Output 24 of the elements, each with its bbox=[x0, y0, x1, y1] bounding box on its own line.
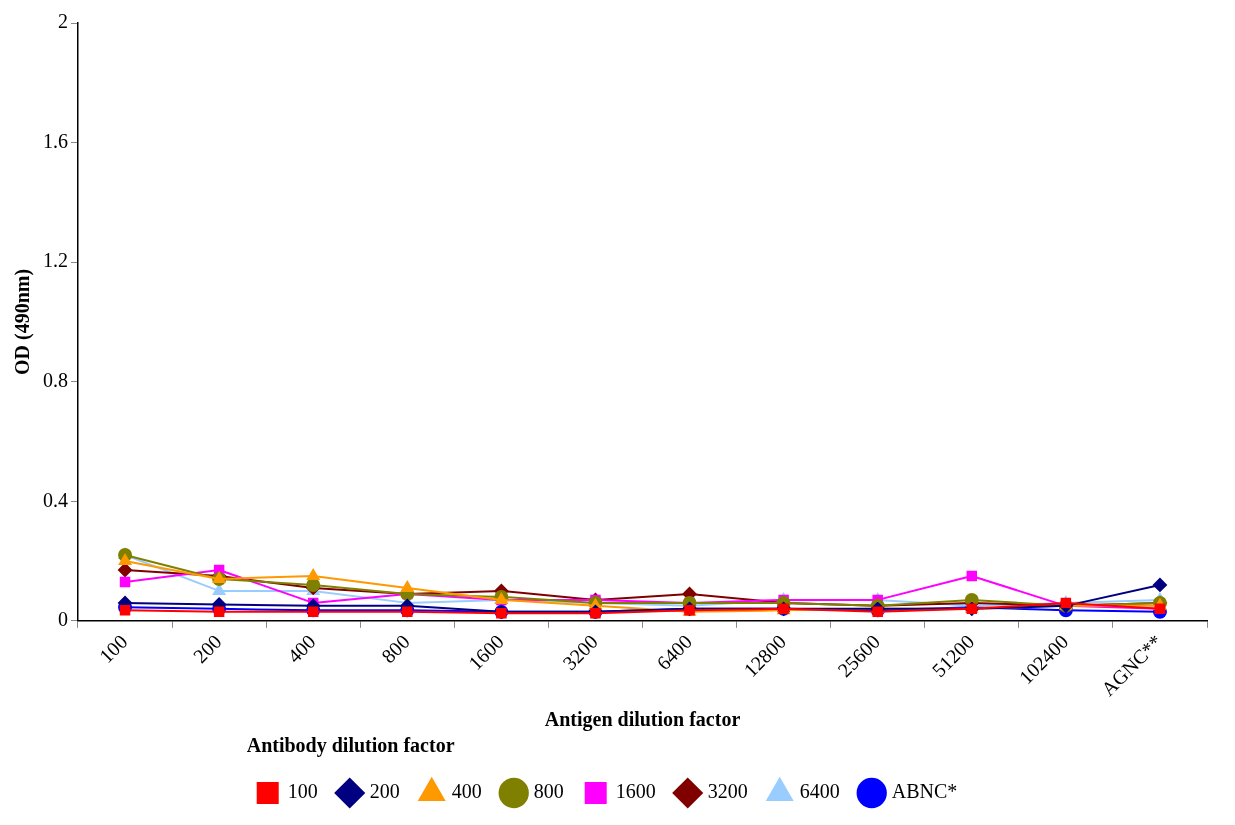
legend-label: 1600 bbox=[615, 780, 656, 803]
x-tick-label: 400 bbox=[282, 630, 320, 668]
legend-label: 400 bbox=[451, 780, 482, 803]
y-tick-label: 1.2 bbox=[43, 249, 68, 272]
legend-label: 3200 bbox=[707, 780, 748, 803]
x-tick-label: 800 bbox=[377, 630, 414, 668]
x-tick-label: 1600 bbox=[464, 630, 508, 675]
x-tick-label: 200 bbox=[188, 630, 226, 668]
y-axis-title: OD (490nm) bbox=[11, 268, 35, 375]
y-tick-label: 1.6 bbox=[43, 129, 68, 152]
x-axis-title: Antigen dilution factor bbox=[544, 708, 741, 732]
x-tick-label: 3200 bbox=[558, 630, 602, 675]
y-tick-label: 0.8 bbox=[43, 368, 68, 391]
y-tick-label: 0.4 bbox=[43, 488, 68, 511]
legend-label: 200 bbox=[369, 780, 400, 803]
legend-label: ABNC* bbox=[891, 780, 958, 803]
legend-title: Antibody dilution factor bbox=[246, 734, 455, 758]
legend-label: 800 bbox=[533, 780, 564, 803]
x-tick-label: 6400 bbox=[652, 630, 697, 675]
legend-label: 100 bbox=[287, 780, 318, 803]
x-tick-label: 100 bbox=[94, 630, 132, 668]
y-tick-label: 0 bbox=[58, 608, 68, 631]
legend-label: 6400 bbox=[799, 780, 840, 803]
y-tick-label: 2 bbox=[58, 10, 68, 33]
